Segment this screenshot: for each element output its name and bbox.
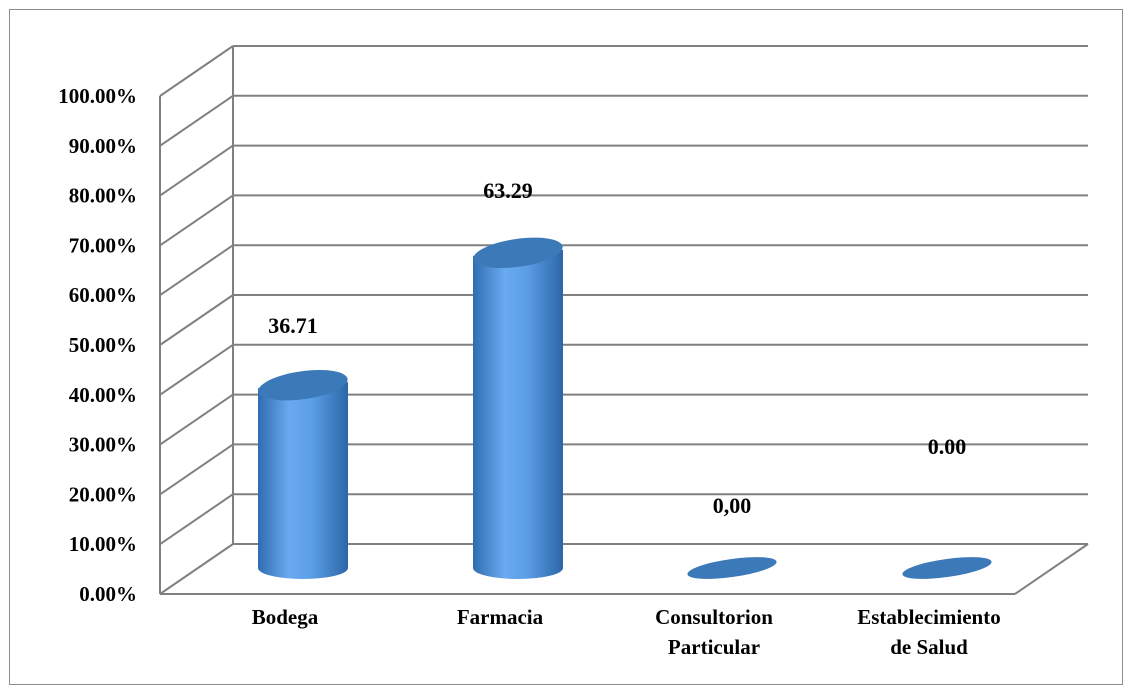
bar-body: [473, 249, 563, 579]
bar: [473, 237, 563, 579]
gridline-side: [159, 144, 234, 197]
gridline-side: [159, 194, 234, 247]
bar-body: [258, 382, 348, 579]
floor-right-edge: [1014, 543, 1089, 595]
y-tick-label: 100.00%: [58, 84, 137, 108]
y-tick-label: 70.00%: [69, 233, 137, 257]
gridline-side: [159, 393, 234, 446]
bar-zero-disc: [902, 557, 992, 579]
category-label: Establecimiento: [857, 605, 1000, 629]
data-label: 0.00: [928, 434, 967, 459]
data-label: 63.29: [483, 178, 533, 203]
gridline-side: [159, 45, 234, 97]
y-tick-label: 20.00%: [69, 482, 137, 506]
y-tick-label: 10.00%: [69, 532, 137, 556]
y-tick-label: 80.00%: [69, 184, 137, 208]
bar: [687, 557, 777, 579]
category-label: Particular: [668, 635, 760, 659]
data-label: 36.71: [268, 313, 318, 338]
gridline-side: [159, 94, 234, 147]
category-label: de Salud: [890, 635, 968, 659]
category-label: Consultorion: [655, 605, 773, 629]
bar-zero-disc: [687, 557, 777, 579]
y-tick-label: 40.00%: [69, 383, 137, 407]
data-label: 0,00: [713, 493, 752, 518]
bar-top: [473, 237, 563, 269]
gridline-side: [159, 294, 234, 346]
category-label: Farmacia: [457, 605, 544, 629]
y-tick-label: 0.00%: [79, 582, 137, 606]
category-label: Bodega: [252, 605, 319, 629]
y-axis-ticks: 0.00% 10.00% 20.00% 30.00% 40.00% 50.00% 60.00…: [58, 84, 137, 606]
bar-top: [258, 369, 348, 401]
bars: [258, 237, 992, 579]
chart-walls: [159, 45, 1089, 595]
bar: [902, 557, 992, 579]
gridline-side: [159, 443, 234, 496]
y-tick-label: 90.00%: [69, 134, 137, 158]
data-labels: 36.71 63.29 0,00 0.00: [268, 178, 966, 518]
gridline-side: [159, 343, 234, 396]
y-tick-label: 60.00%: [69, 283, 137, 307]
y-tick-label: 30.00%: [69, 433, 137, 457]
gridline-side: [159, 244, 234, 297]
x-axis-categories: Bodega Farmacia Consultorion Particular Esta…: [252, 605, 1001, 659]
bar: [258, 369, 348, 579]
gridline-side: [159, 493, 234, 546]
gridline-side: [159, 543, 234, 595]
y-tick-label: 50.00%: [69, 333, 137, 357]
